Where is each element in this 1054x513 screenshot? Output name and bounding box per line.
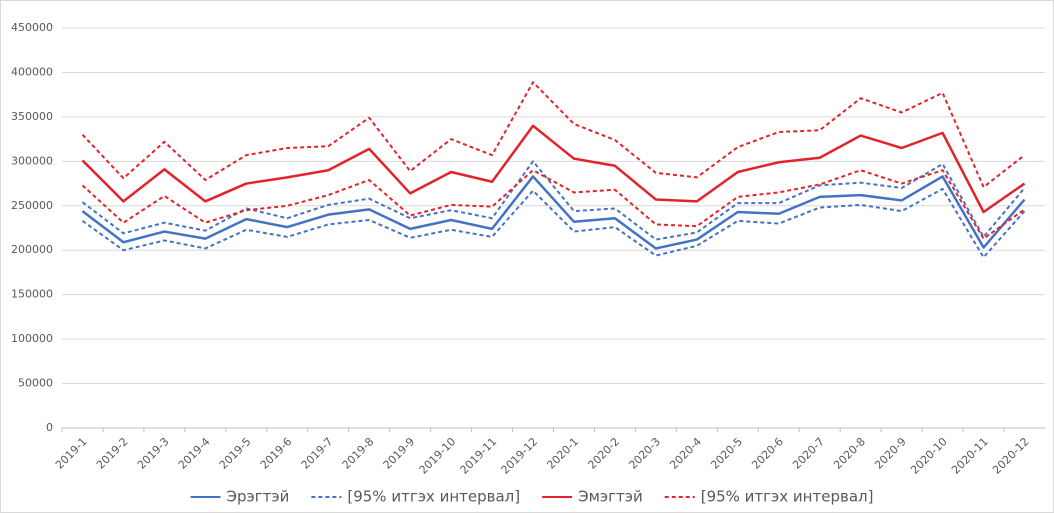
y-tick-label: 350000 bbox=[11, 110, 53, 123]
legend: Эрэгтэй [95% итгэх интервал] Эмэгтэй [95% и… bbox=[190, 488, 874, 506]
legend-label: Эрэгтэй bbox=[227, 488, 290, 506]
legend-label: [95% итгэх интервал] bbox=[701, 488, 874, 506]
y-tick-label: 150000 bbox=[11, 288, 53, 301]
legend-item: [95% итгэх интервал] bbox=[664, 488, 874, 506]
y-tick-label: 450000 bbox=[11, 21, 53, 34]
y-tick-label: 200000 bbox=[11, 243, 53, 256]
interval-line bbox=[81, 160, 1026, 241]
y-tick-label: 300000 bbox=[11, 154, 53, 167]
y-tick-label: 400000 bbox=[11, 65, 53, 78]
interval-line bbox=[81, 81, 1026, 189]
legend-item: [95% итгэх интервал] bbox=[311, 488, 520, 506]
y-tick-label: 250000 bbox=[11, 199, 53, 212]
y-tick-label: 50000 bbox=[18, 377, 53, 390]
legend-item: Эмэгтэй bbox=[542, 488, 643, 506]
legend-label: Эмэгтэй bbox=[578, 488, 643, 506]
legend-item: Эрэгтэй bbox=[190, 488, 290, 506]
legend-label: [95% итгэх интервал] bbox=[347, 488, 520, 506]
series-line bbox=[81, 175, 1026, 250]
y-tick-label: 0 bbox=[46, 421, 53, 434]
interval-line bbox=[81, 187, 1026, 259]
y-tick-label: 100000 bbox=[11, 332, 53, 345]
series-line bbox=[81, 124, 1026, 214]
